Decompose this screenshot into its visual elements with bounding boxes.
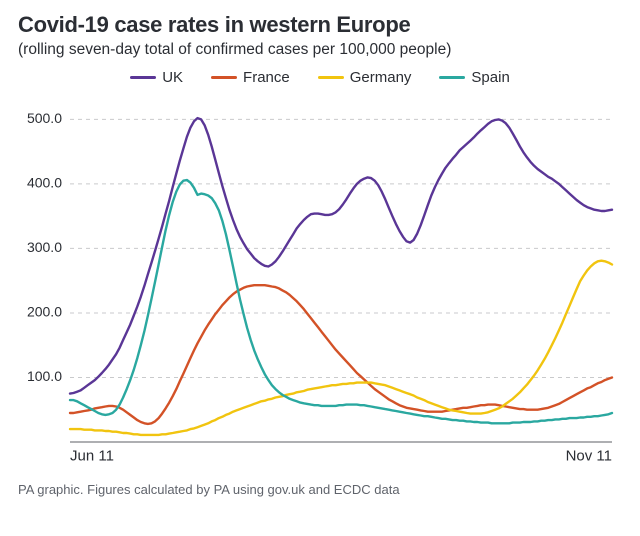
series-line	[70, 285, 612, 424]
svg-text:100.0: 100.0	[27, 368, 62, 384]
chart-container: Covid-19 case rates in western Europe (r…	[0, 0, 640, 536]
chart-legend: UK France Germany Spain	[18, 69, 622, 86]
legend-item: Germany	[318, 69, 412, 86]
y-tick: 200.0	[27, 304, 62, 320]
legend-label: Germany	[350, 69, 412, 86]
x-ticks: Jun 11 Nov 11	[70, 447, 612, 464]
legend-label: Spain	[471, 69, 509, 86]
legend-item: France	[211, 69, 290, 86]
svg-text:Jun 11: Jun 11	[70, 447, 114, 464]
y-tick: 300.0	[27, 239, 62, 255]
chart-svg: 100.0 200.0 300.0 400.0 500.0 Jun 11 Nov 11	[18, 92, 622, 472]
series-line	[70, 118, 612, 394]
chart-subtitle: (rolling seven-day total of confirmed ca…	[18, 41, 622, 59]
y-tick: 500.0	[27, 110, 62, 126]
legend-swatch	[130, 76, 156, 79]
svg-text:Nov 11: Nov 11	[566, 447, 612, 464]
legend-swatch	[211, 76, 237, 79]
legend-item: Spain	[439, 69, 509, 86]
legend-label: France	[243, 69, 290, 86]
y-tick: 400.0	[27, 175, 62, 191]
legend-swatch	[318, 76, 344, 79]
chart-title: Covid-19 case rates in western Europe	[18, 12, 622, 38]
legend-item: UK	[130, 69, 183, 86]
legend-swatch	[439, 76, 465, 79]
chart-source: PA graphic. Figures calculated by PA usi…	[18, 482, 622, 497]
svg-text:500.0: 500.0	[27, 110, 62, 126]
svg-text:400.0: 400.0	[27, 175, 62, 191]
svg-text:200.0: 200.0	[27, 304, 62, 320]
y-tick: 100.0	[27, 368, 62, 384]
legend-label: UK	[162, 69, 183, 86]
series-line	[70, 180, 612, 423]
chart-plot-area: 100.0 200.0 300.0 400.0 500.0 Jun 11 Nov 11	[18, 92, 622, 472]
svg-text:300.0: 300.0	[27, 239, 62, 255]
